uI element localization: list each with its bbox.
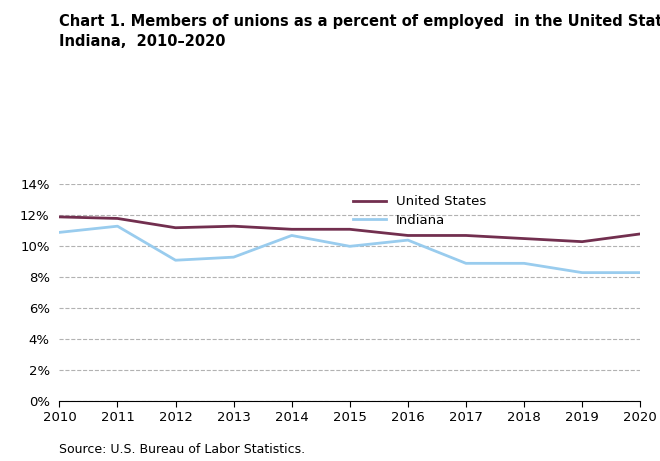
United States bbox=[288, 226, 296, 232]
Indiana bbox=[114, 224, 121, 229]
Text: Chart 1. Members of unions as a percent of employed  in the United States and
In: Chart 1. Members of unions as a percent … bbox=[59, 14, 660, 48]
United States bbox=[114, 216, 121, 221]
Indiana bbox=[288, 233, 296, 238]
Indiana bbox=[230, 254, 238, 260]
Indiana bbox=[520, 260, 528, 266]
Indiana bbox=[462, 260, 470, 266]
Indiana bbox=[55, 230, 63, 235]
Indiana bbox=[404, 237, 412, 243]
Legend: United States, Indiana: United States, Indiana bbox=[352, 195, 486, 227]
United States bbox=[520, 236, 528, 242]
United States bbox=[172, 225, 180, 230]
Indiana bbox=[636, 270, 644, 275]
Indiana bbox=[346, 243, 354, 249]
United States bbox=[346, 226, 354, 232]
United States bbox=[55, 214, 63, 220]
United States bbox=[230, 224, 238, 229]
Indiana bbox=[578, 270, 586, 275]
United States bbox=[578, 239, 586, 244]
United States bbox=[462, 233, 470, 238]
United States bbox=[404, 233, 412, 238]
United States bbox=[636, 231, 644, 236]
Line: United States: United States bbox=[59, 217, 640, 242]
Indiana bbox=[172, 257, 180, 263]
Text: Source: U.S. Bureau of Labor Statistics.: Source: U.S. Bureau of Labor Statistics. bbox=[59, 443, 306, 456]
Line: Indiana: Indiana bbox=[59, 226, 640, 272]
